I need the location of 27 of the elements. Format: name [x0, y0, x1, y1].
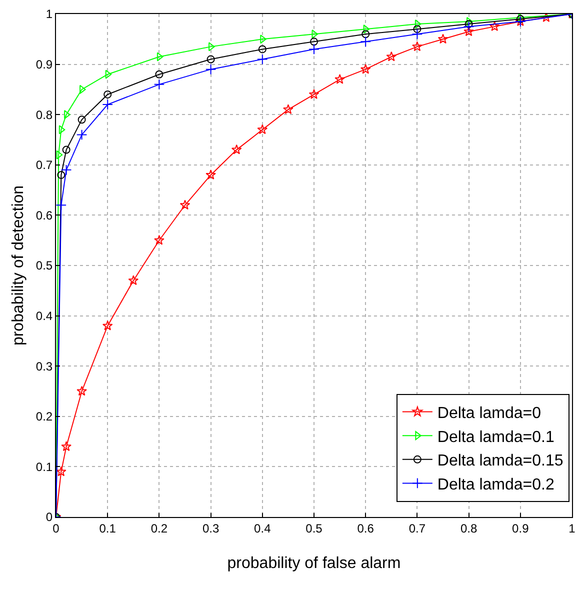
legend-label: Delta lamda=0.1 — [437, 428, 554, 446]
y-tick-label: 0.4 — [36, 309, 53, 323]
x-tick-label: 1 — [568, 521, 576, 536]
x-tick-label: 0.7 — [408, 521, 426, 536]
y-tick-label: 0.7 — [36, 158, 53, 172]
legend-label: Delta lamda=0.2 — [437, 476, 554, 494]
x-tick-label: 0.8 — [460, 521, 478, 536]
y-axis-title: probability of detection — [10, 185, 27, 346]
legend-label: Delta lamda=0 — [437, 405, 542, 422]
y-tick-label: 1 — [46, 7, 53, 22]
x-axis-title: probability of false alarm — [227, 555, 401, 572]
y-tick-label: 0.1 — [36, 460, 53, 474]
y-tick-label: 0.9 — [36, 58, 53, 72]
x-tick-label: 0.5 — [306, 521, 323, 536]
x-tick-label: 0.1 — [99, 521, 116, 536]
y-tick-label: 0.3 — [36, 359, 53, 374]
x-tick-label: 0.6 — [357, 521, 374, 536]
x-tick-label: 0.9 — [512, 521, 530, 536]
y-tick-label: 0.6 — [36, 208, 53, 222]
y-tick-label: 0.5 — [36, 258, 53, 273]
y-tick-label: 0.2 — [36, 410, 53, 424]
y-tick-label: 0 — [46, 510, 53, 524]
x-tick-label: 0.3 — [202, 521, 220, 536]
x-tick-label: 0.4 — [254, 521, 272, 536]
x-tick-label: 0.2 — [150, 521, 168, 536]
legend-label: Delta lamda=0.15 — [437, 452, 564, 470]
y-tick-label: 0.8 — [36, 108, 53, 122]
